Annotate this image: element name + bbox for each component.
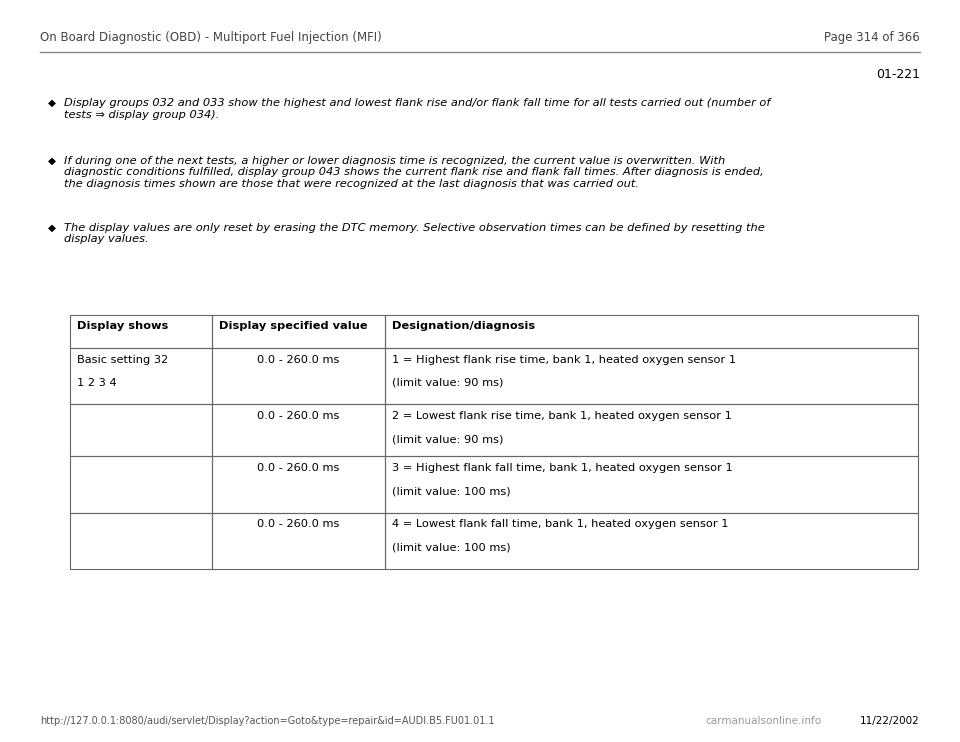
- Text: 4 = Lowest flank fall time, bank 1, heated oxygen sensor 1

(limit value: 100 ms: 4 = Lowest flank fall time, bank 1, heat…: [392, 519, 729, 553]
- Text: 0.0 - 260.0 ms: 0.0 - 260.0 ms: [257, 355, 340, 364]
- Text: Display groups 032 and 033 show the highest and lowest flank rise and/or flank f: Display groups 032 and 033 show the high…: [64, 98, 771, 119]
- Text: On Board Diagnostic (OBD) - Multiport Fuel Injection (MFI): On Board Diagnostic (OBD) - Multiport Fu…: [40, 31, 382, 45]
- Text: 01-221: 01-221: [876, 68, 920, 82]
- Text: carmanualsonline.info: carmanualsonline.info: [706, 716, 822, 726]
- Text: ◆: ◆: [48, 156, 56, 165]
- Text: ◆: ◆: [48, 223, 56, 232]
- Text: ◆: ◆: [48, 98, 56, 108]
- Text: Page 314 of 366: Page 314 of 366: [824, 31, 920, 45]
- Text: Basic setting 32

1 2 3 4: Basic setting 32 1 2 3 4: [77, 355, 168, 388]
- Text: Display shows: Display shows: [77, 321, 168, 330]
- Text: If during one of the next tests, a higher or lower diagnosis time is recognized,: If during one of the next tests, a highe…: [64, 156, 764, 189]
- Text: 0.0 - 260.0 ms: 0.0 - 260.0 ms: [257, 519, 340, 529]
- Text: 2 = Lowest flank rise time, bank 1, heated oxygen sensor 1

(limit value: 90 ms): 2 = Lowest flank rise time, bank 1, heat…: [392, 411, 732, 444]
- Text: 0.0 - 260.0 ms: 0.0 - 260.0 ms: [257, 411, 340, 421]
- Text: 3 = Highest flank fall time, bank 1, heated oxygen sensor 1

(limit value: 100 m: 3 = Highest flank fall time, bank 1, hea…: [392, 463, 732, 496]
- Text: 0.0 - 260.0 ms: 0.0 - 260.0 ms: [257, 463, 340, 473]
- Text: Display specified value: Display specified value: [219, 321, 368, 330]
- Text: 1 = Highest flank rise time, bank 1, heated oxygen sensor 1

(limit value: 90 ms: 1 = Highest flank rise time, bank 1, hea…: [392, 355, 735, 388]
- Text: Designation/diagnosis: Designation/diagnosis: [392, 321, 535, 330]
- Text: http://127.0.0.1:8080/audi/servlet/Display?action=Goto&type=repair&id=AUDI.B5.FU: http://127.0.0.1:8080/audi/servlet/Displ…: [40, 716, 494, 726]
- Text: 11/22/2002: 11/22/2002: [860, 716, 920, 726]
- Text: The display values are only reset by erasing the DTC memory. Selective observati: The display values are only reset by era…: [64, 223, 765, 244]
